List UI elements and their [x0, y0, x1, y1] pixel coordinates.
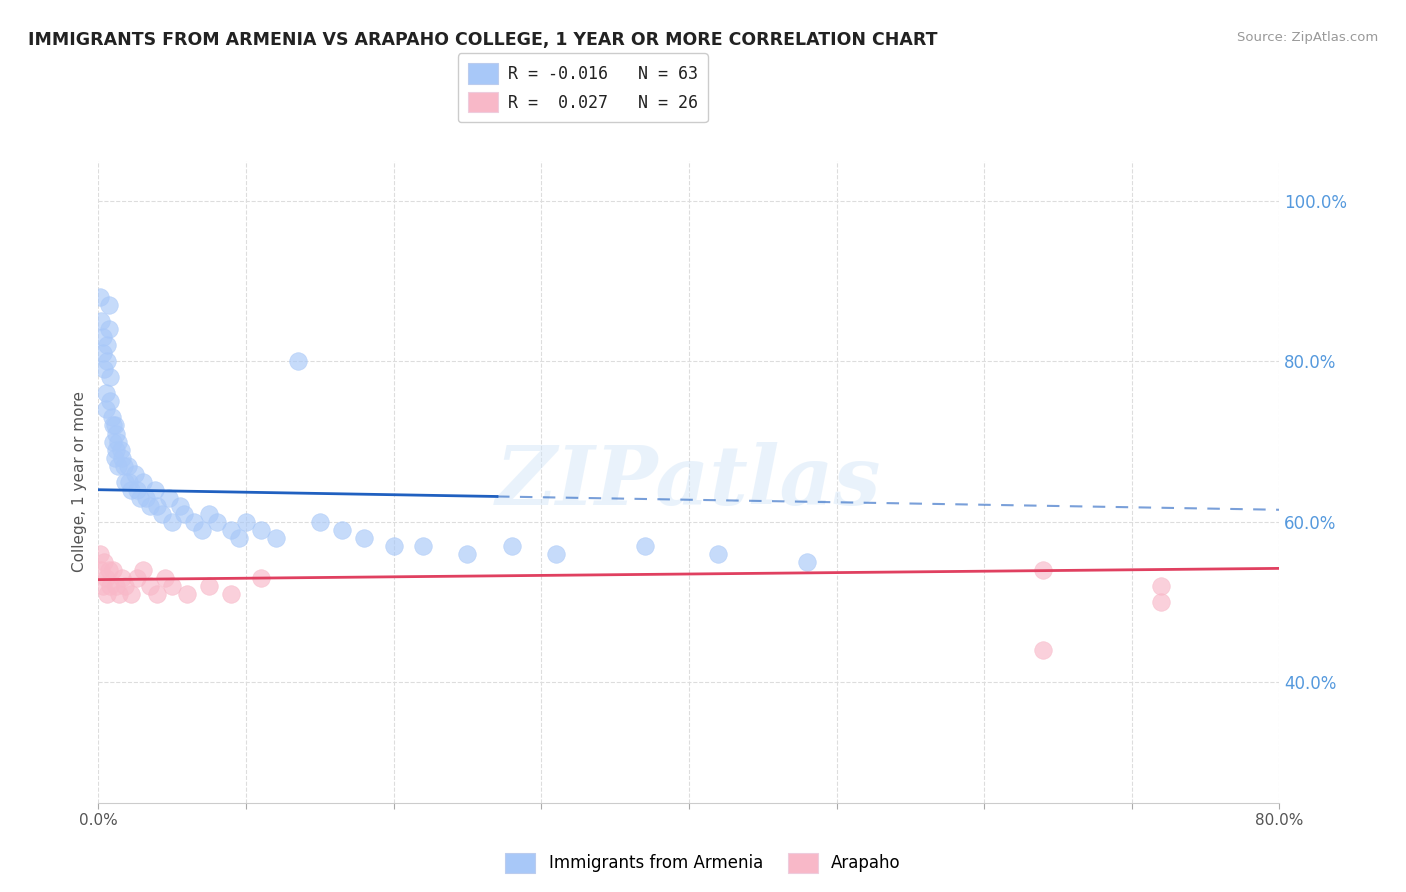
Point: [191, 523, 214, 537]
Point: [353, 531, 375, 545]
Point: [91, 579, 114, 593]
Point: [146, 587, 169, 601]
Point: [94, 402, 117, 417]
Point: [250, 523, 273, 537]
Point: [1032, 643, 1054, 657]
Point: [91, 346, 114, 360]
Point: [1150, 595, 1173, 609]
Point: [132, 475, 155, 489]
Point: [162, 579, 183, 593]
Point: [93, 362, 115, 376]
Point: [90, 314, 112, 328]
Point: [1032, 563, 1054, 577]
Point: [104, 418, 127, 433]
Point: [118, 475, 141, 489]
Point: [287, 354, 309, 368]
Point: [105, 579, 128, 593]
Point: [173, 507, 195, 521]
Point: [105, 426, 128, 441]
Point: [128, 491, 150, 505]
Point: [89, 290, 111, 304]
Point: [94, 571, 117, 585]
Y-axis label: College, 1 year or more: College, 1 year or more: [72, 392, 87, 572]
Point: [198, 507, 221, 521]
Point: [146, 499, 169, 513]
Point: [139, 499, 162, 513]
Point: [114, 475, 136, 489]
Text: ZIPatlas: ZIPatlas: [496, 442, 882, 522]
Point: [219, 587, 242, 601]
Point: [546, 547, 568, 561]
Point: [456, 547, 478, 561]
Point: [111, 571, 134, 585]
Legend: Immigrants from Armenia, Arapaho: Immigrants from Armenia, Arapaho: [499, 847, 907, 880]
Point: [198, 579, 221, 593]
Point: [139, 579, 162, 593]
Point: [114, 579, 136, 593]
Point: [169, 499, 191, 513]
Point: [89, 547, 111, 561]
Point: [93, 555, 115, 569]
Point: [104, 450, 127, 465]
Point: [162, 515, 183, 529]
Point: [153, 571, 176, 585]
Point: [143, 483, 166, 497]
Point: [250, 571, 273, 585]
Point: [94, 386, 117, 401]
Point: [103, 434, 125, 449]
Point: [98, 579, 121, 593]
Point: [382, 539, 405, 553]
Point: [103, 563, 125, 577]
Point: [157, 491, 180, 505]
Point: [219, 523, 242, 537]
Point: [412, 539, 434, 553]
Point: [97, 298, 120, 312]
Point: [633, 539, 655, 553]
Point: [132, 563, 155, 577]
Point: [1150, 579, 1173, 593]
Point: [96, 354, 118, 368]
Point: [125, 483, 148, 497]
Point: [176, 587, 198, 601]
Point: [107, 458, 129, 473]
Point: [125, 571, 148, 585]
Point: [205, 515, 228, 529]
Legend: R = -0.016   N = 63, R =  0.027   N = 26: R = -0.016 N = 63, R = 0.027 N = 26: [457, 54, 707, 122]
Point: [96, 587, 118, 601]
Point: [103, 418, 125, 433]
Point: [98, 370, 121, 384]
Point: [309, 515, 332, 529]
Point: [112, 458, 135, 473]
Point: [120, 483, 142, 497]
Point: [264, 531, 287, 545]
Text: IMMIGRANTS FROM ARMENIA VS ARAPAHO COLLEGE, 1 YEAR OR MORE CORRELATION CHART: IMMIGRANTS FROM ARMENIA VS ARAPAHO COLLE…: [28, 31, 938, 49]
Point: [135, 491, 157, 505]
Text: Source: ZipAtlas.com: Source: ZipAtlas.com: [1237, 31, 1378, 45]
Point: [91, 330, 114, 344]
Point: [111, 450, 134, 465]
Point: [501, 539, 523, 553]
Point: [330, 523, 353, 537]
Point: [124, 467, 146, 481]
Point: [105, 442, 128, 457]
Point: [228, 531, 250, 545]
Point: [707, 547, 730, 561]
Point: [120, 587, 142, 601]
Point: [150, 507, 173, 521]
Point: [235, 515, 257, 529]
Point: [107, 434, 129, 449]
Point: [183, 515, 205, 529]
Point: [100, 410, 122, 425]
Point: [97, 563, 120, 577]
Point: [98, 394, 121, 409]
Point: [117, 458, 139, 473]
Point: [108, 587, 131, 601]
Point: [96, 338, 118, 352]
Point: [97, 322, 120, 336]
Point: [90, 563, 112, 577]
Point: [110, 442, 132, 457]
Point: [796, 555, 818, 569]
